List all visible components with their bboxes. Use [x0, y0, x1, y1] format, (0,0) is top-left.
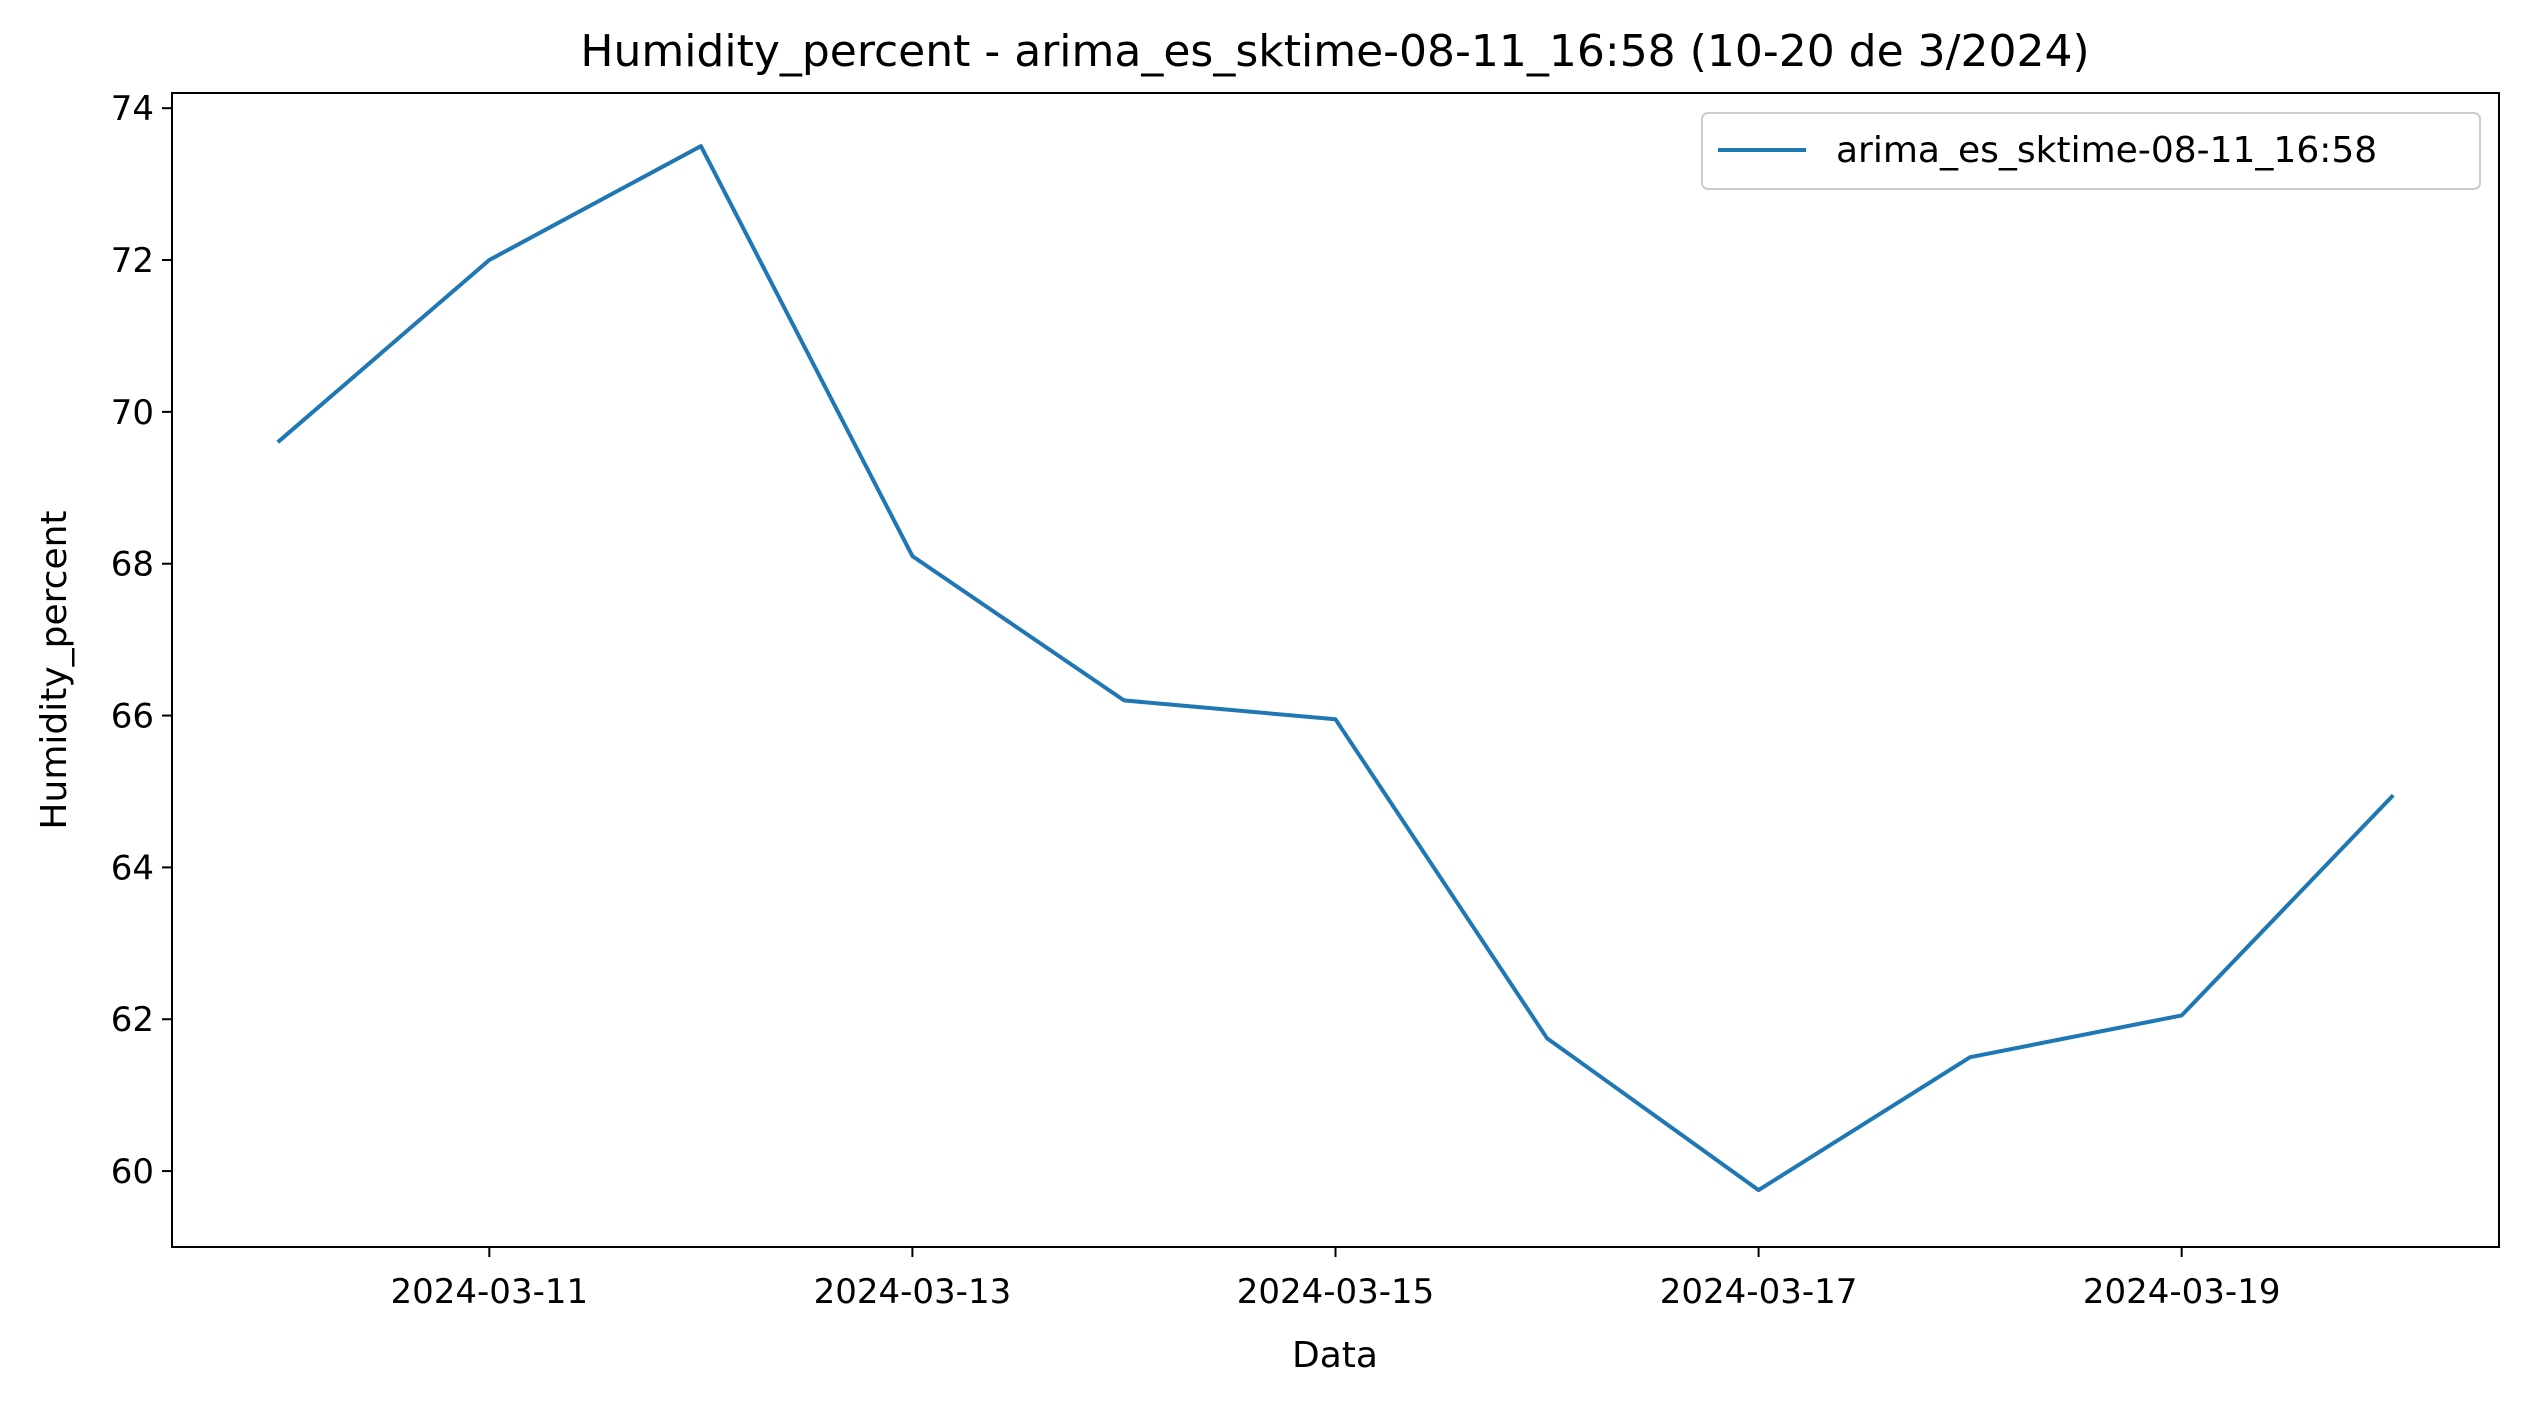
x-tick-label: 2024-03-13 [814, 1272, 1012, 1312]
legend: arima_es_sktime-08-11_16:58 [1701, 112, 2481, 190]
y-tick-label: 64 [111, 848, 154, 888]
plot-frame [171, 92, 2500, 1248]
y-tick-label: 68 [111, 545, 154, 585]
x-axis: 2024-03-11 2024-03-13 2024-03-15 2024-03-17… [391, 1247, 2281, 1312]
y-tick-label: 70 [111, 393, 154, 433]
y-axis: 60 62 64 66 68 70 72 74 [111, 89, 172, 1192]
plot-area [171, 92, 2500, 1248]
y-tick-label: 72 [111, 241, 154, 281]
x-axis-label: Data [1292, 1335, 1378, 1376]
y-tick-label: 62 [111, 1000, 154, 1040]
y-tick-label: 60 [111, 1152, 154, 1192]
series-layer [276, 144, 2395, 1193]
chart-title: Humidity_percent - arima_es_sktime-08-11… [580, 26, 2089, 77]
y-tick-label: 66 [111, 697, 154, 737]
legend-label: arima_es_sktime-08-11_16:58 [1836, 130, 2377, 171]
y-axis-label: Humidity_percent [34, 510, 75, 829]
series-line [276, 144, 2395, 1193]
x-tick-label: 2024-03-11 [391, 1272, 589, 1312]
legend-box [1701, 112, 2481, 190]
x-tick-label: 2024-03-17 [1660, 1272, 1858, 1312]
y-tick-label: 74 [111, 89, 154, 129]
x-tick-label: 2024-03-15 [1237, 1272, 1435, 1312]
x-tick-label: 2024-03-19 [2083, 1272, 2281, 1312]
